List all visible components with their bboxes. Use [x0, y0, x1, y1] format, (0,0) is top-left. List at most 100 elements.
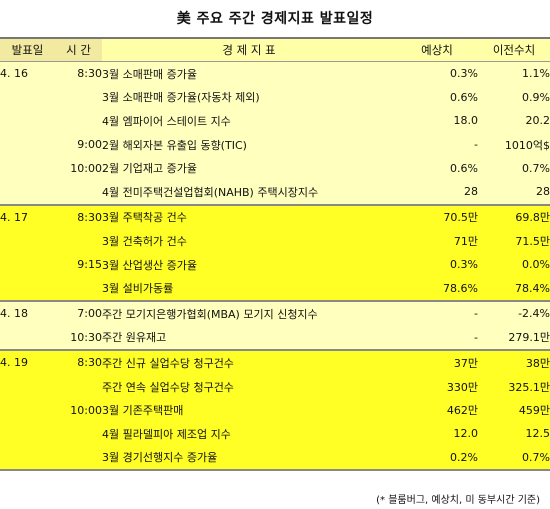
table-row: 9:15 3월 산업생산 증가율 0.3% 0.0%	[0, 252, 550, 277]
table-row: 9:00 2월 해외자본 유출입 동향(TIC) -1010억$	[0, 132, 550, 157]
previous-cell: 12.5	[478, 421, 550, 446]
time-cell: 9:00	[55, 132, 102, 157]
expected-cell: 0.2%	[396, 445, 478, 472]
date-cell: 4. 18	[0, 299, 55, 326]
date-cell: 4. 19	[0, 349, 55, 375]
expected-cell: 71만	[396, 229, 478, 253]
page-title: 美 주요 주간 경제지표 발표일정	[176, 11, 374, 27]
date-cell	[0, 252, 55, 277]
indicator-cell: 주간 연속 실업수당 청구건수	[102, 374, 396, 399]
expected-cell: -	[396, 325, 478, 351]
date-cell	[0, 179, 55, 205]
expected-cell: 462만	[396, 398, 478, 422]
previous-cell: 459만	[478, 398, 550, 422]
expected-cell: 28	[396, 179, 478, 205]
expected-cell: 78.6%	[396, 276, 478, 301]
expected-cell: -	[396, 299, 478, 326]
time-cell: 10:00	[55, 398, 102, 422]
previous-cell: 20.2	[478, 109, 550, 133]
indicator-cell: 주간 모기지은행가협회(MBA) 모기지 신청지수	[102, 299, 396, 326]
header-expected: 예상치	[396, 37, 478, 62]
time-cell	[55, 229, 102, 253]
table-row: 10:30 주간 원유재고 -279.1만	[0, 325, 550, 351]
indicator-cell: 4월 필라델피아 제조업 지수	[102, 421, 396, 446]
indicator-cell: 3월 주택착공 건수	[102, 203, 396, 230]
date-cell	[0, 156, 55, 180]
date-cell	[0, 374, 55, 399]
indicator-cell: 2월 해외자본 유출입 동향(TIC)	[102, 132, 396, 157]
previous-cell: 279.1만	[478, 325, 550, 351]
expected-cell: -	[396, 132, 478, 157]
date-cell	[0, 445, 55, 472]
previous-cell: 78.4%	[478, 276, 550, 301]
time-cell	[55, 421, 102, 446]
indicator-cell: 3월 기존주택판매	[102, 398, 396, 422]
previous-cell: 0.7%	[478, 156, 550, 180]
expected-cell: 18.0	[396, 109, 478, 133]
header-time: 시 간	[55, 37, 102, 62]
indicator-cell: 4월 엠파이어 스테이트 지수	[102, 109, 396, 133]
time-cell: 10:00	[55, 156, 102, 180]
indicator-cell: 3월 소매판매 증가율(자동차 제외)	[102, 85, 396, 110]
date-cell: 4. 16	[0, 61, 55, 86]
expected-cell: 37만	[396, 349, 478, 375]
time-cell: 10:30	[55, 325, 102, 351]
table-row: 4. 19 8:30 주간 신규 실업수당 청구건수 37만 38만	[0, 349, 550, 375]
table-row: 4. 17 8:30 3월 주택착공 건수 70.5만 69.8만	[0, 203, 550, 230]
date-cell	[0, 85, 55, 110]
time-cell	[55, 445, 102, 472]
previous-cell: 0.0%	[478, 252, 550, 277]
header-indicator: 경 제 지 표	[102, 37, 396, 62]
table-row: 4월 전미주택건설업협회(NAHB) 주택시장지수 28 28	[0, 179, 550, 205]
header-previous: 이전수치	[478, 37, 550, 62]
expected-cell: 12.0	[396, 421, 478, 446]
time-cell: 9:15	[55, 252, 102, 277]
previous-cell: 0.9%	[478, 85, 550, 110]
expected-cell: 330만	[396, 374, 478, 399]
schedule-body: 4. 16 8:30 3월 소매판매 증가율 0.3% 1.1% 3월 소매판매 증가율(…	[0, 61, 550, 472]
expected-cell: 0.6%	[396, 85, 478, 110]
time-cell	[55, 109, 102, 133]
indicator-cell: 주간 신규 실업수당 청구건수	[102, 349, 396, 375]
date-cell	[0, 398, 55, 422]
time-cell	[55, 276, 102, 301]
header-date: 발표일	[0, 37, 55, 62]
time-cell	[55, 374, 102, 399]
previous-cell: 0.7%	[478, 445, 550, 472]
table-row: 3월 경기선행지수 증가율 0.2% 0.7%	[0, 445, 550, 472]
indicator-cell: 4월 전미주택건설업협회(NAHB) 주택시장지수	[102, 179, 396, 205]
date-cell	[0, 421, 55, 446]
time-cell: 7:00	[55, 299, 102, 326]
time-cell: 8:30	[55, 203, 102, 230]
table-row: 4. 18 7:00 주간 모기지은행가협회(MBA) 모기지 신청지수 - -2.4%	[0, 299, 550, 326]
date-cell	[0, 229, 55, 253]
date-cell: 4. 17	[0, 203, 55, 230]
table-row: 4월 필라델피아 제조업 지수 12.0 12.5	[0, 421, 550, 446]
table-row: 10:00 2월 기업재고 증가율 0.6% 0.7%	[0, 156, 550, 180]
schedule-table: 발표일 시 간 경 제 지 표 예상치 이전수치 4. 16 8:30 3월 소매판…	[0, 37, 550, 472]
expected-cell: 0.3%	[396, 61, 478, 86]
table-row: 4월 엠파이어 스테이트 지수 18.0 20.2	[0, 109, 550, 133]
indicator-cell: 2월 기업재고 증가율	[102, 156, 396, 180]
indicator-cell: 3월 소매판매 증가율	[102, 61, 396, 86]
previous-cell: 1010억$	[478, 132, 550, 157]
previous-cell: -2.4%	[478, 299, 550, 326]
previous-cell: 1.1%	[478, 61, 550, 86]
indicator-cell: 3월 산업생산 증가율	[102, 252, 396, 277]
expected-cell: 0.6%	[396, 156, 478, 180]
table-row: 4. 16 8:30 3월 소매판매 증가율 0.3% 1.1%	[0, 61, 550, 86]
date-cell	[0, 132, 55, 157]
time-cell: 8:30	[55, 61, 102, 86]
previous-cell: 38만	[478, 349, 550, 375]
expected-cell: 0.3%	[396, 252, 478, 277]
time-cell	[55, 179, 102, 205]
previous-cell: 69.8만	[478, 203, 550, 230]
table-row: 10:00 3월 기존주택판매 462만 459만	[0, 398, 550, 422]
table-row: 3월 설비가동률 78.6% 78.4%	[0, 276, 550, 301]
indicator-cell: 주간 원유재고	[102, 325, 396, 351]
previous-cell: 71.5만	[478, 229, 550, 253]
table-row: 3월 건축허가 건수 71만 71.5만	[0, 229, 550, 253]
expected-cell: 70.5만	[396, 203, 478, 230]
previous-cell: 325.1만	[478, 374, 550, 399]
previous-cell: 28	[478, 179, 550, 205]
